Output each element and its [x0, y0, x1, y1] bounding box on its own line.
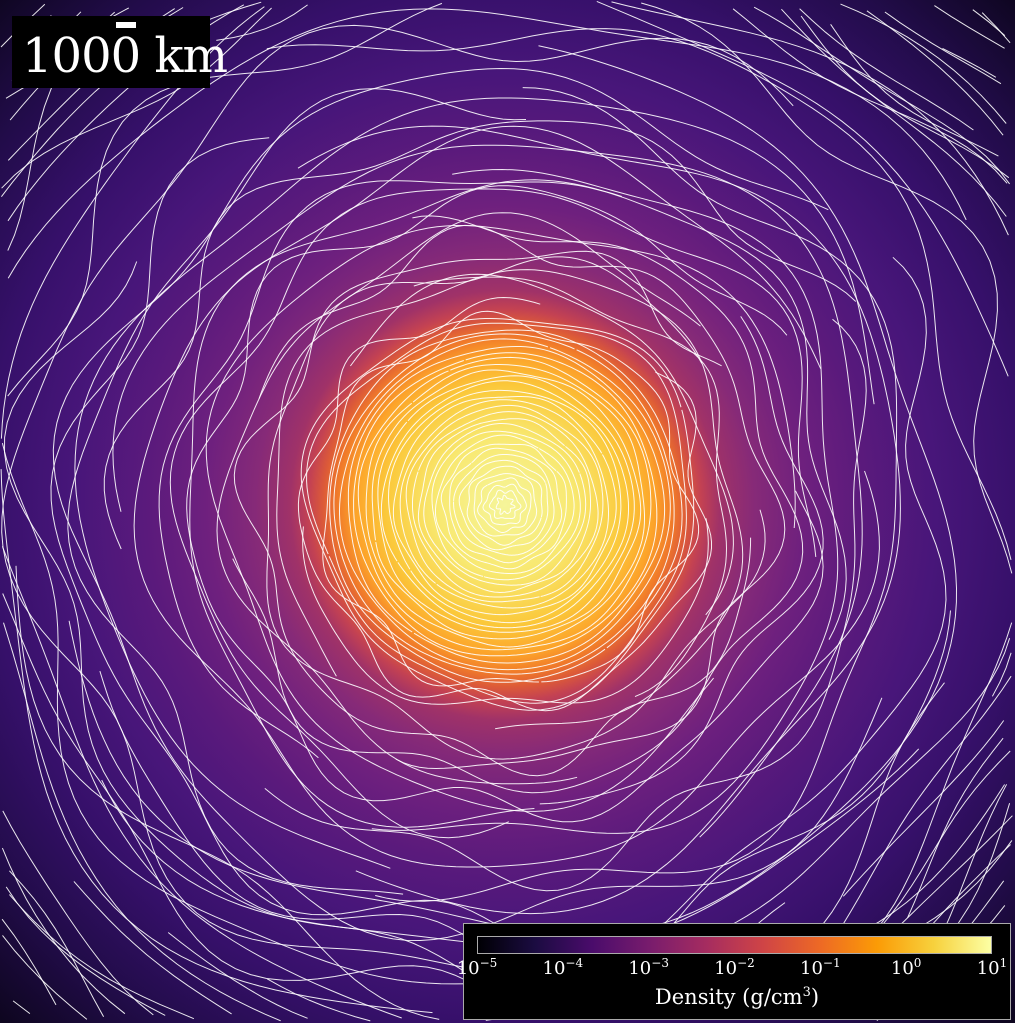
streamline [103, 120, 857, 550]
streamline [133, 125, 880, 868]
streamline [339, 338, 671, 671]
streamline [189, 179, 622, 828]
colorbar-tick-label: 101 [976, 956, 1008, 979]
streamline [169, 188, 817, 839]
streamline [205, 225, 796, 812]
streamline [302, 518, 709, 705]
streamline [264, 318, 867, 892]
streamline [477, 477, 532, 533]
colorbar-tick-label: 10−5 [456, 956, 498, 979]
streamline [186, 185, 824, 823]
streamline [347, 346, 666, 664]
streamline [458, 459, 549, 551]
streamline [5, 7, 1008, 1017]
colorbar: 10−5 10−4 10−3 10−2 10−1 100 101 Density (g/cm… [457, 923, 1011, 1020]
streamline [449, 447, 563, 564]
colorbar-tick-label: 100 [890, 956, 922, 979]
scale-bar [116, 22, 136, 28]
streamline [74, 97, 875, 869]
streamline [101, 748, 920, 949]
streamline [52, 67, 883, 942]
streamline [276, 269, 744, 730]
streamline [452, 454, 555, 556]
colorbar-tick-label: 10−3 [628, 956, 669, 979]
streamline [371, 369, 642, 640]
streamline [473, 473, 538, 537]
streamline [413, 276, 728, 698]
streamline [371, 168, 839, 834]
streamline [431, 430, 581, 581]
scale-bar-label: 1000 km [22, 28, 228, 84]
streamline [1, 3, 1013, 1015]
streamline [482, 483, 527, 526]
streamline [387, 389, 622, 624]
streamline [233, 250, 752, 777]
streamline [297, 296, 712, 712]
scale-bar-box: 1000 km [12, 16, 228, 88]
streamline [68, 45, 958, 936]
streamline [392, 396, 617, 616]
streamline [417, 418, 591, 594]
streamline [266, 256, 766, 760]
streamline [435, 434, 575, 574]
colorbar-tick-label: 10−4 [542, 956, 584, 979]
streamline [1, 442, 945, 986]
streamline [349, 273, 734, 616]
streamline [495, 494, 516, 515]
streamline [357, 356, 652, 651]
colorbar-tick-label: 10−2 [714, 956, 755, 979]
streamline [258, 224, 786, 770]
streamline [423, 423, 587, 586]
colorbar-gradient [477, 936, 992, 954]
streamline [365, 364, 645, 648]
streamline [50, 137, 947, 959]
colorbar-label: Density (g/cm3) [654, 985, 820, 1009]
streamline [333, 333, 675, 675]
streamline [405, 404, 604, 603]
streamline [440, 443, 567, 570]
streamline [466, 465, 543, 546]
streamline [1, 24, 794, 975]
streamline [112, 144, 863, 838]
streamline [353, 352, 658, 657]
streamline [380, 380, 629, 629]
streamline [300, 318, 695, 711]
streamline [375, 87, 898, 902]
streamline [322, 310, 700, 687]
streamline [67, 88, 527, 895]
streamline [412, 411, 599, 598]
streamline [3, 1, 1009, 1022]
streamline [399, 399, 609, 609]
streamline [306, 322, 687, 704]
streamline [539, 316, 824, 805]
streamline [329, 329, 683, 683]
streamline [1, 5, 1005, 1006]
streamline [297, 125, 901, 915]
streamline [377, 375, 635, 633]
streamline [232, 215, 804, 794]
streamline [158, 180, 847, 759]
colorbar-tick-label: 10−1 [800, 956, 841, 979]
streamline [488, 489, 522, 519]
